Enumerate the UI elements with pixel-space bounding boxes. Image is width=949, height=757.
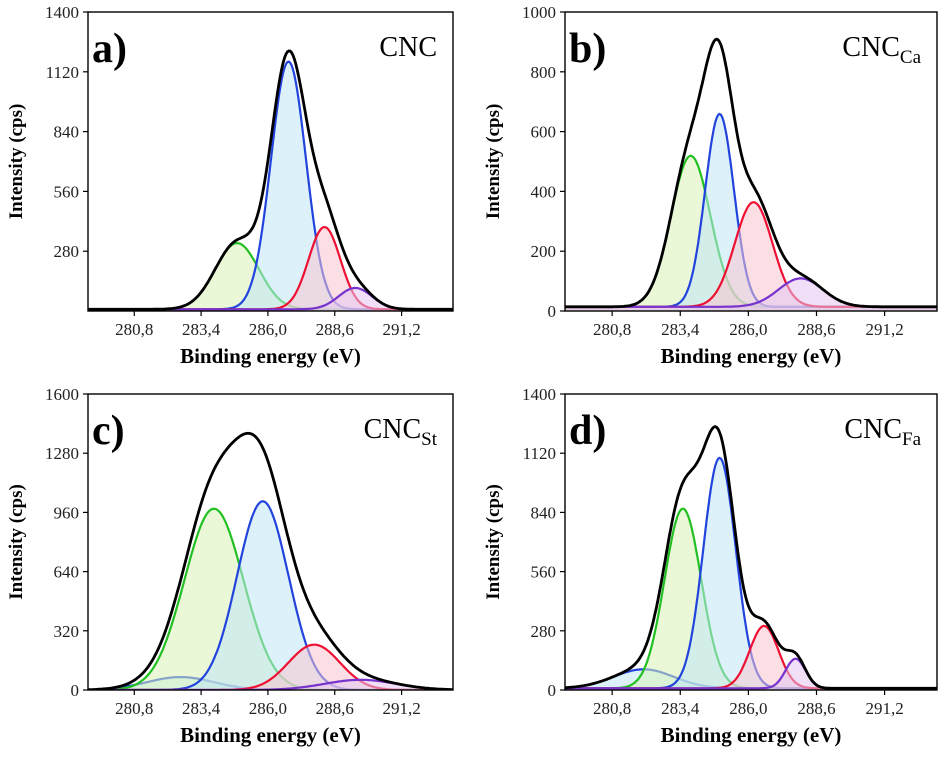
- y-tick-label: 560: [54, 182, 80, 201]
- peak-fill-3: [565, 202, 937, 311]
- panel-label: a): [92, 26, 127, 72]
- x-tick-label: 288,6: [797, 699, 835, 718]
- x-tick-label: 283,4: [182, 699, 221, 718]
- y-tick-label: 1000: [522, 3, 556, 22]
- y-tick-label: 200: [531, 242, 557, 261]
- x-tick-label: 283,4: [661, 320, 700, 339]
- x-tick-label: 280,8: [593, 320, 631, 339]
- plot-frame: [564, 11, 938, 312]
- envelope-curve: [565, 425, 937, 690]
- sample-subscript: Ca: [900, 47, 922, 68]
- x-tick-label: 291,2: [865, 699, 903, 718]
- x-tick-label: 280,8: [115, 699, 153, 718]
- peak-fill-3: [88, 501, 453, 690]
- sample-subscript: Fa: [902, 429, 922, 450]
- plot-area: [565, 37, 937, 311]
- x-axis-label: Binding energy (eV): [661, 723, 842, 747]
- y-tick-label: 0: [71, 681, 80, 700]
- chart-panel-d: 280,8 283,4 286,0 288,6 291,2 0 280 560 840 1120 1…: [483, 385, 938, 747]
- y-axis-label: Intensity (cps): [6, 104, 27, 220]
- envelope-curve: [88, 49, 453, 311]
- y-axis-label: Intensity (cps): [6, 484, 27, 600]
- y-tick-label: 1600: [45, 385, 79, 404]
- y-tick-label: 0: [548, 681, 557, 700]
- plot-frame: [564, 393, 938, 691]
- peak-fill-5: [88, 679, 453, 690]
- y-tick-label: 320: [54, 622, 80, 641]
- plot-frame: [87, 11, 454, 312]
- chart-panel-b: 280,8 283,4 286,0 288,6 291,2 0 200 400 600 800 10…: [483, 3, 938, 368]
- y-tick-label: 840: [531, 503, 557, 522]
- x-tick-label: 288,6: [316, 320, 354, 339]
- y-axis-label: Intensity (cps): [483, 484, 504, 600]
- envelope-curve: [565, 37, 937, 309]
- peak-fill-4: [88, 287, 453, 311]
- x-tick-label: 280,8: [593, 699, 631, 718]
- y-tick-label: 640: [54, 563, 80, 582]
- peak-curve-3: [88, 500, 453, 690]
- x-axis-label: Binding energy (eV): [180, 344, 361, 368]
- y-tick-label: 800: [531, 63, 557, 82]
- y-tick-label: 1400: [45, 3, 79, 22]
- y-tick-label: 1120: [523, 444, 556, 463]
- x-axis-label: Binding energy (eV): [180, 723, 361, 747]
- peak-fill-2: [565, 508, 937, 690]
- y-tick-label: 560: [531, 563, 557, 582]
- x-tick-label: 283,4: [182, 320, 221, 339]
- x-tick-label: 280,8: [115, 320, 153, 339]
- panel-label: d): [569, 408, 606, 454]
- x-tick-label: 291,2: [382, 320, 420, 339]
- plot-frame: [87, 393, 454, 691]
- y-tick-label: 280: [531, 622, 557, 641]
- peak-fill-2: [88, 61, 453, 311]
- panel-label: c): [92, 408, 125, 454]
- chart-panel-c: 280,8 283,4 286,0 288,6 291,2 0 320 640 960 1280 1…: [6, 385, 454, 747]
- y-tick-label: 280: [54, 242, 80, 261]
- sample-label: CNCFa: [844, 414, 921, 450]
- sample-label: CNCSt: [364, 414, 438, 450]
- peak-fill-2: [88, 508, 453, 690]
- y-tick-label: 400: [531, 182, 557, 201]
- y-tick-label: 0: [548, 302, 557, 321]
- x-tick-label: 286,0: [729, 699, 767, 718]
- plot-area: [565, 425, 937, 690]
- x-tick-label: 288,6: [797, 320, 835, 339]
- chart-panel-a: 280,8 283,4 286,0 288,6 291,2 280 560 840 1120 14…: [6, 3, 454, 368]
- plot-area: [88, 49, 453, 311]
- y-tick-label: 1120: [46, 63, 79, 82]
- x-tick-label: 286,0: [249, 320, 287, 339]
- y-tick-label: 1400: [522, 385, 556, 404]
- sample-label: CNC: [379, 32, 437, 63]
- y-tick-label: 1280: [45, 444, 79, 463]
- plot-area: [88, 431, 453, 690]
- sample-label: CNCCa: [842, 32, 921, 68]
- x-axis-label: Binding energy (eV): [661, 344, 842, 368]
- x-tick-label: 283,4: [661, 699, 700, 718]
- panel-label: b): [569, 26, 606, 72]
- y-tick-label: 840: [54, 123, 80, 142]
- x-tick-label: 291,2: [865, 320, 903, 339]
- x-tick-label: 288,6: [316, 699, 354, 718]
- y-tick-label: 960: [54, 503, 80, 522]
- x-tick-label: 291,2: [382, 699, 420, 718]
- envelope-curve: [88, 431, 453, 690]
- peak-fill-4: [565, 625, 937, 690]
- y-axis-label: Intensity (cps): [483, 104, 504, 220]
- peak-fill-4: [88, 644, 453, 690]
- y-tick-label: 600: [531, 123, 557, 142]
- sample-subscript: St: [421, 429, 438, 450]
- x-tick-label: 286,0: [729, 320, 767, 339]
- x-tick-label: 286,0: [249, 699, 287, 718]
